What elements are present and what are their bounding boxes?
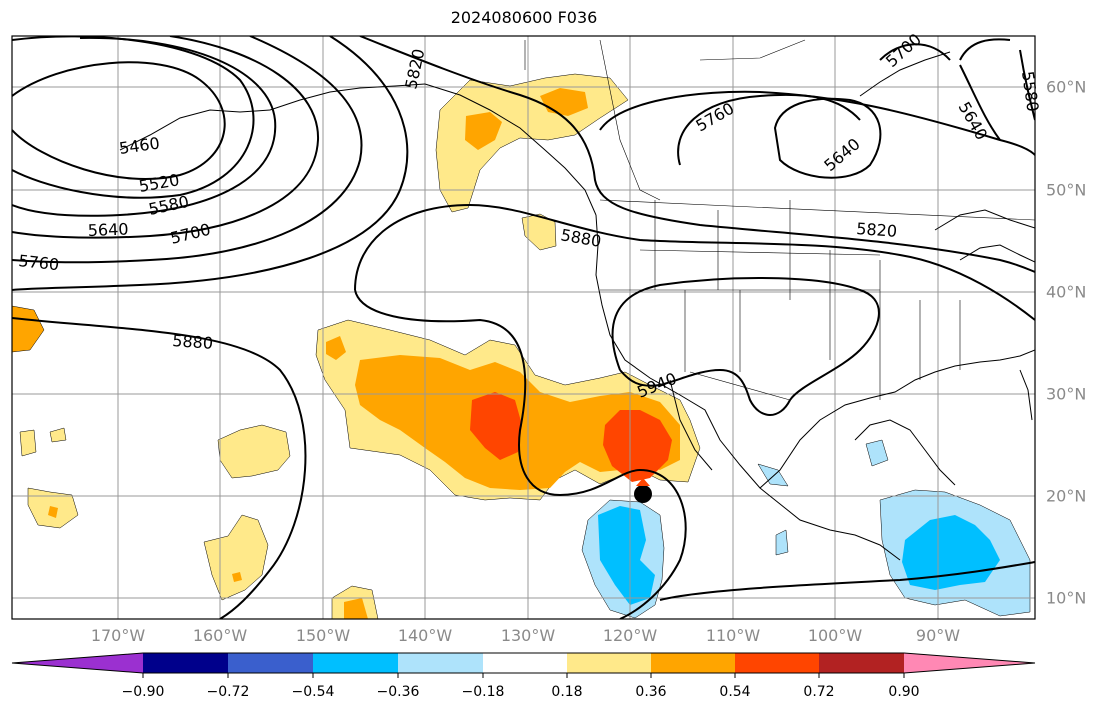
lon-label: 100°W [807, 626, 863, 645]
lon-label: 170°W [90, 626, 146, 645]
contour-label: 5640 [87, 220, 128, 240]
shade-plume-red-east [603, 410, 672, 482]
contour-label: 5760 [18, 251, 60, 274]
colorbar-tick-label: −0.72 [206, 684, 250, 700]
shade-sw-yellow-4 [49, 427, 67, 443]
colorbar-tick-label: −0.90 [121, 684, 165, 700]
lat-label: 20°N [1046, 486, 1087, 506]
height-contours [12, 36, 1035, 619]
shade-plume-red-west [470, 392, 522, 460]
shade-sw-yellow-3 [19, 429, 37, 457]
colorbar-segment [819, 653, 904, 673]
lat-label: 40°N [1046, 282, 1087, 302]
colorbar-segment [735, 653, 819, 673]
lon-label: 110°W [705, 626, 761, 645]
shade-alaska-orange-2 [465, 112, 502, 150]
colorbar-tick-label: −0.54 [291, 684, 335, 700]
contour-label: 5880 [172, 331, 214, 353]
colorbar-segment [143, 653, 228, 673]
colorbar-segment [651, 653, 735, 673]
colorbar-extend-high [904, 653, 1035, 673]
shade-south-orange [344, 598, 368, 619]
colorbar-segment [483, 653, 567, 673]
shade-coast-yellow [521, 213, 557, 251]
colorbar-segment [567, 653, 651, 673]
colorbar-segment [228, 653, 313, 673]
lat-label: 60°N [1046, 77, 1087, 97]
colorbar-tick-label: 0.18 [551, 684, 583, 700]
lon-label: 150°W [295, 626, 351, 645]
shade-west-orange [12, 305, 45, 353]
shade-plume-small [326, 336, 346, 360]
graticule [12, 36, 1035, 619]
lon-label: 90°W [915, 626, 961, 645]
shade-neg-blue-1 [598, 506, 655, 605]
lon-label: 140°W [397, 626, 453, 645]
contour-label: 5820 [856, 219, 898, 241]
shade-neg-lightblue-5 [775, 529, 789, 556]
shade-sw-orange-1 [48, 506, 58, 518]
lat-label: 10°N [1046, 588, 1087, 608]
colorbar-tick-label: 0.36 [635, 684, 667, 700]
lat-label: 50°N [1046, 180, 1087, 200]
colorbar-tick-label: 0.54 [719, 684, 751, 700]
storm-track-marker [636, 478, 650, 486]
colorbar-tick-label: −0.36 [376, 684, 420, 700]
colorbar-tick-label: 0.90 [888, 684, 920, 700]
shaded-anomaly-field [12, 73, 1031, 619]
storm-position-dot [634, 485, 652, 503]
coastlines [119, 51, 1035, 561]
lon-label: 130°W [500, 626, 556, 645]
colorbar-tick-label: 0.72 [803, 684, 835, 700]
shade-sw-orange-2 [232, 572, 242, 582]
lon-label: 120°W [602, 626, 658, 645]
political-borders [524, 39, 1035, 401]
shade-neg-lightblue-4 [757, 463, 789, 487]
shade-hawaii-yellow [217, 424, 291, 479]
map-title: 2024080600 F036 [450, 8, 598, 27]
colorbar-segment [313, 653, 398, 673]
colorbar-segment [398, 653, 483, 673]
colorbar-extend-low [12, 653, 143, 673]
colorbar [11, 652, 1036, 678]
lat-label: 30°N [1046, 384, 1087, 404]
colorbar-tick-label: −0.18 [461, 684, 505, 700]
map-frame [11, 35, 1036, 620]
lon-label: 160°W [192, 626, 248, 645]
shade-neg-lightblue-3 [865, 439, 889, 467]
